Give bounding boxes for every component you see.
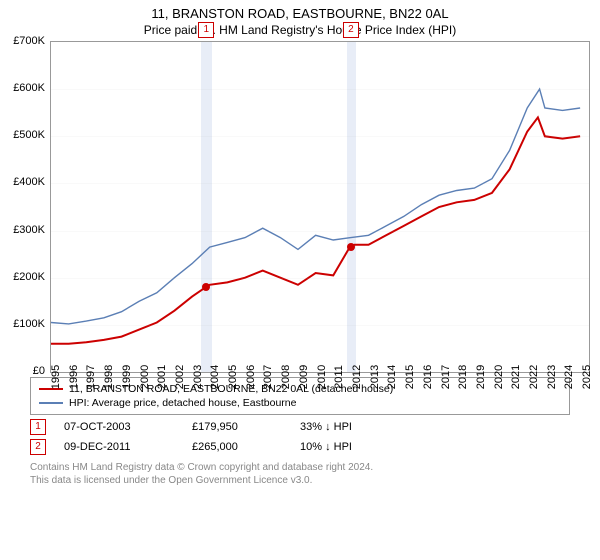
chart-svg <box>51 42 589 372</box>
sale-row: 1 07-OCT-2003 £179,950 33% ↓ HPI <box>0 415 600 435</box>
legend-row: HPI: Average price, detached house, East… <box>39 396 561 410</box>
x-axis-label: 2017 <box>440 365 452 389</box>
x-axis-label: 1997 <box>85 365 97 389</box>
x-axis-label: 2012 <box>351 365 363 389</box>
y-axis-label: £300K <box>5 224 45 236</box>
x-axis-label: 2003 <box>192 365 204 389</box>
x-axis-label: 1998 <box>103 365 115 389</box>
x-axis-label: 2009 <box>298 365 310 389</box>
sale-pct: 33% ↓ HPI <box>300 421 352 433</box>
sale-date: 07-OCT-2003 <box>64 421 174 433</box>
sale-row-marker: 1 <box>30 419 46 435</box>
y-axis-label: £0 <box>5 365 45 377</box>
x-axis-label: 2010 <box>316 365 328 389</box>
x-axis-label: 2022 <box>528 365 540 389</box>
x-axis-label: 2014 <box>386 365 398 389</box>
sale-marker-1: 1 <box>198 22 214 38</box>
x-axis-label: 2016 <box>422 365 434 389</box>
x-axis-label: 2002 <box>174 365 186 389</box>
chart-plot-area: 12 <box>50 41 590 373</box>
legend-label: HPI: Average price, detached house, East… <box>69 397 296 409</box>
y-axis-label: £500K <box>5 129 45 141</box>
x-axis-label: 2023 <box>546 365 558 389</box>
x-axis-label: 2021 <box>510 365 522 389</box>
sale-marker-2: 2 <box>343 22 359 38</box>
y-axis-label: £700K <box>5 35 45 47</box>
x-axis-label: 2005 <box>227 365 239 389</box>
sale-price: £179,950 <box>192 421 282 433</box>
x-axis-label: 1996 <box>68 365 80 389</box>
sale-dot-2 <box>347 243 355 251</box>
footer-attribution: Contains HM Land Registry data © Crown c… <box>0 455 600 487</box>
x-axis-label: 2000 <box>139 365 151 389</box>
x-axis-label: 2018 <box>457 365 469 389</box>
sale-date: 09-DEC-2011 <box>64 441 174 453</box>
x-axis-label: 2001 <box>156 365 168 389</box>
x-axis-label: 2008 <box>280 365 292 389</box>
series-hpi <box>51 89 580 324</box>
sale-price: £265,000 <box>192 441 282 453</box>
x-axis-label: 2004 <box>209 365 221 389</box>
x-axis-label: 2013 <box>369 365 381 389</box>
x-axis-label: 2015 <box>404 365 416 389</box>
x-axis-label: 2006 <box>245 365 257 389</box>
legend-swatch <box>39 402 63 403</box>
x-axis-label: 2024 <box>563 365 575 389</box>
footer-line2: This data is licensed under the Open Gov… <box>30 474 600 487</box>
sale-row: 2 09-DEC-2011 £265,000 10% ↓ HPI <box>0 435 600 455</box>
sale-pct: 10% ↓ HPI <box>300 441 352 453</box>
y-axis-label: £600K <box>5 82 45 94</box>
x-axis-label: 2020 <box>493 365 505 389</box>
x-axis-label: 1999 <box>121 365 133 389</box>
x-axis-label: 2007 <box>262 365 274 389</box>
footer-line1: Contains HM Land Registry data © Crown c… <box>30 461 600 474</box>
y-axis-label: £200K <box>5 271 45 283</box>
x-axis-label: 1995 <box>50 365 62 389</box>
x-axis-label: 2019 <box>475 365 487 389</box>
sale-row-marker: 2 <box>30 439 46 455</box>
x-axis-label: 2025 <box>581 365 593 389</box>
x-axis-label: 2011 <box>333 365 345 389</box>
y-axis-label: £100K <box>5 318 45 330</box>
chart-title: 11, BRANSTON ROAD, EASTBOURNE, BN22 0AL <box>0 0 600 21</box>
sale-dot-1 <box>202 283 210 291</box>
sales-table: 1 07-OCT-2003 £179,950 33% ↓ HPI 2 09-DEC-201… <box>0 415 600 455</box>
chart-subtitle: Price paid vs. HM Land Registry's House … <box>0 21 600 41</box>
y-axis-label: £400K <box>5 176 45 188</box>
